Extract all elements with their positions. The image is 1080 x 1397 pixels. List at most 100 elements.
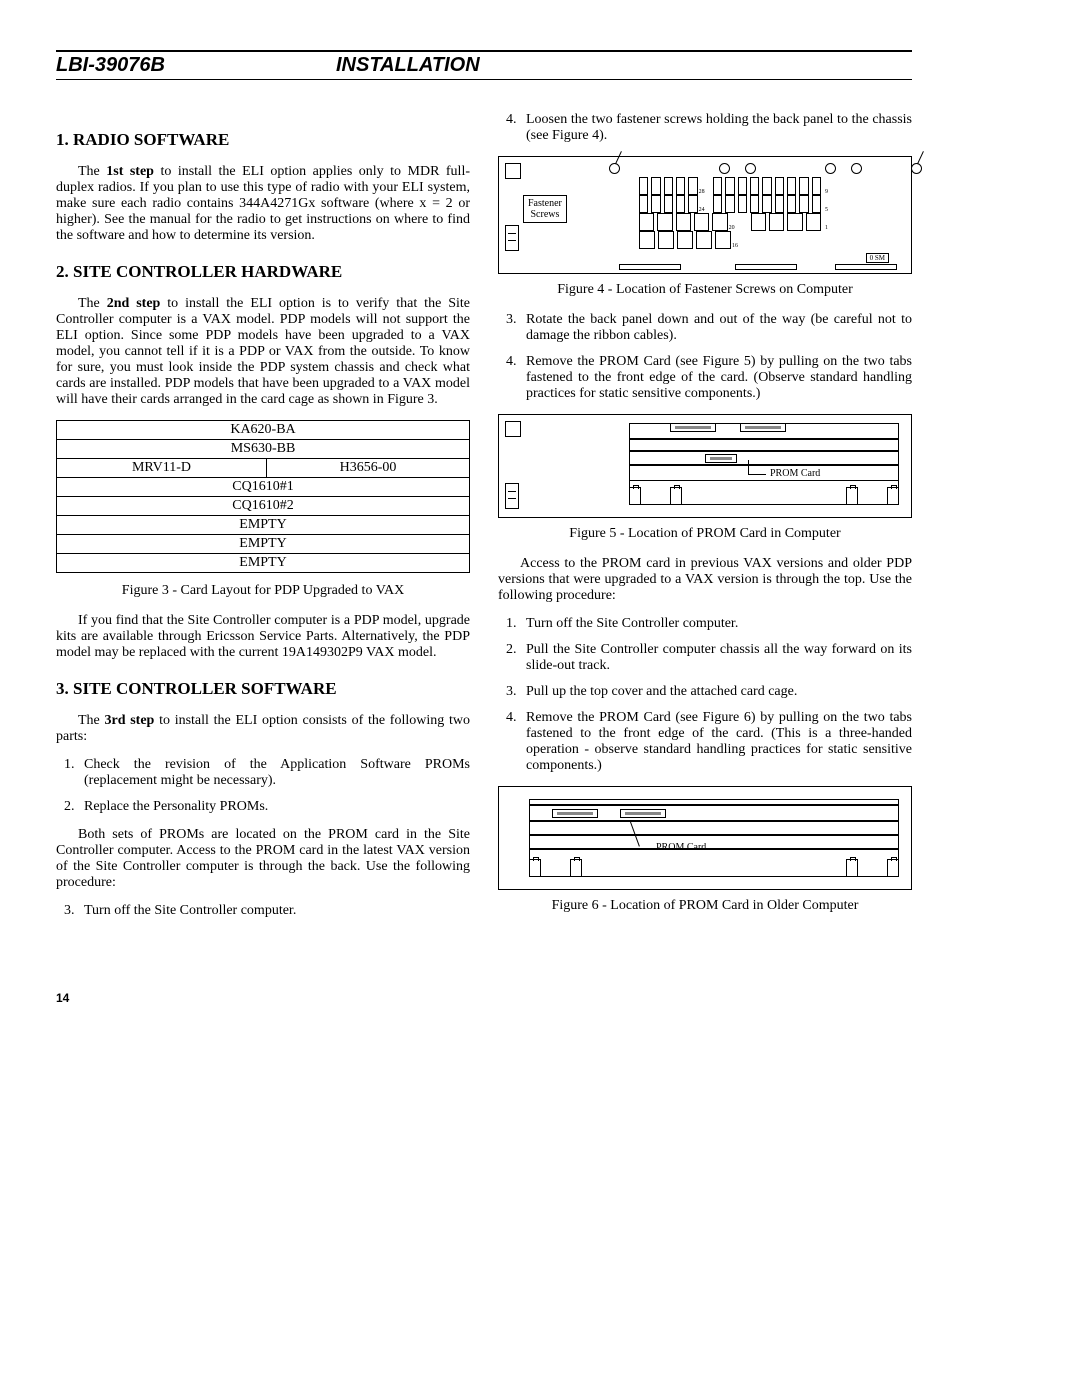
page-number: 14 <box>56 991 912 1005</box>
list-item: Check the revision of the Application So… <box>78 757 470 789</box>
table-row: CQ1610#2 <box>57 497 470 516</box>
slot <box>787 177 796 195</box>
table-row: MRV11-D H3656-00 <box>57 459 470 478</box>
chip-icon <box>620 809 666 818</box>
cell: EMPTY <box>57 554 470 573</box>
slot: 16 <box>715 231 731 249</box>
section-heading: 3. SITE CONTROLLER SOFTWARE <box>56 679 470 699</box>
figure-caption: Figure 4 - Location of Fastener Screws o… <box>498 282 912 298</box>
rail <box>530 804 898 806</box>
cell: CQ1610#2 <box>57 497 470 516</box>
table-row: MS630-BB <box>57 440 470 459</box>
table-row: EMPTY <box>57 535 470 554</box>
slot-row: 16 <box>639 231 821 249</box>
slot <box>787 195 796 213</box>
hole-icon <box>745 163 756 174</box>
figure-caption: Figure 3 - Card Layout for PDP Upgraded … <box>56 583 470 599</box>
connector-icon <box>505 225 519 251</box>
text: Screws <box>531 209 560 220</box>
edge-icon <box>846 859 858 877</box>
slot <box>750 195 759 213</box>
card-cage: PROM Card <box>629 423 899 505</box>
chip-icon <box>705 454 737 463</box>
edge-icon <box>529 859 541 877</box>
left-column: 1. RADIO SOFTWARE The 1st step to instal… <box>56 112 470 931</box>
table-row: EMPTY <box>57 554 470 573</box>
chip-icon <box>670 423 716 432</box>
slot <box>799 177 808 195</box>
text: The <box>78 713 105 728</box>
cell: EMPTY <box>57 516 470 535</box>
card-layout-table: KA620-BA MS630-BB MRV11-D H3656-00 CQ161… <box>56 420 470 573</box>
paragraph: If you find that the Site Controller com… <box>56 613 470 661</box>
corner-icon <box>505 163 521 179</box>
page-header: LBI-39076B INSTALLATION <box>56 50 912 80</box>
prom-card-label: PROM Card <box>770 468 820 479</box>
slot <box>676 213 691 231</box>
section-heading: 1. RADIO SOFTWARE <box>56 130 470 150</box>
rail <box>630 438 898 440</box>
chip-icon <box>552 809 598 818</box>
ordered-list: Turn off the Site Controller computer. <box>78 903 470 919</box>
slot <box>664 195 673 213</box>
slot <box>696 231 712 249</box>
slot: 1 <box>806 213 821 231</box>
list-item: Pull the Site Controller computer chassi… <box>520 642 912 674</box>
ordered-list: Rotate the back panel down and out of th… <box>520 312 912 402</box>
paragraph: The 2nd step to install the ELI option i… <box>56 296 470 408</box>
text: to install the ELI option is to verify t… <box>56 296 470 407</box>
slot <box>677 231 693 249</box>
list-item: Remove the PROM Card (see Figure 5) by p… <box>520 354 912 402</box>
rail <box>530 848 898 850</box>
slot: 20 <box>712 213 727 231</box>
corner-icon <box>505 421 521 437</box>
list-item: Remove the PROM Card (see Figure 6) by p… <box>520 710 912 774</box>
slot <box>787 213 802 231</box>
bold: 3rd step <box>105 713 155 728</box>
figure-4-diagram: Fastener Screws 28 9 24 5 <box>498 156 912 274</box>
screw-icon <box>609 163 620 174</box>
list-item: Rotate the back panel down and out of th… <box>520 312 912 344</box>
content-columns: 1. RADIO SOFTWARE The 1st step to instal… <box>56 112 912 931</box>
edge-icon <box>629 487 641 505</box>
text: Fastener <box>528 198 562 209</box>
fastener-label: Fastener Screws <box>523 195 567 223</box>
slot <box>725 177 734 195</box>
osm-label: 0 SM <box>866 253 889 263</box>
leader-line <box>639 848 653 849</box>
connector-icon <box>505 483 519 509</box>
edge-icon <box>570 859 582 877</box>
hole-icon <box>719 163 730 174</box>
slot: 5 <box>812 195 821 213</box>
chip-icon <box>740 423 786 432</box>
ordered-list: Turn off the Site Controller computer. P… <box>520 616 912 774</box>
hole-icon <box>851 163 862 174</box>
table-row: CQ1610#1 <box>57 478 470 497</box>
cell: EMPTY <box>57 535 470 554</box>
slot <box>651 195 660 213</box>
slot <box>651 177 660 195</box>
slot: 24 <box>688 195 697 213</box>
slot <box>658 231 674 249</box>
slot <box>762 177 771 195</box>
text: The <box>78 296 107 311</box>
slot <box>639 231 655 249</box>
cell: CQ1610#1 <box>57 478 470 497</box>
prom-card-label: PROM Card <box>656 842 706 853</box>
rail <box>630 450 898 452</box>
section-heading: 2. SITE CONTROLLER HARDWARE <box>56 262 470 282</box>
edge-icon <box>887 487 899 505</box>
slot <box>713 195 722 213</box>
slot <box>751 213 766 231</box>
cell: KA620-BA <box>57 421 470 440</box>
slot <box>676 177 685 195</box>
slot <box>664 177 673 195</box>
slot <box>799 195 808 213</box>
paragraph: The 3rd step to install the ELI option c… <box>56 713 470 745</box>
slot-row: 24 5 <box>639 195 821 213</box>
hole-icon <box>825 163 836 174</box>
list-item: Loosen the two fastener screws holding t… <box>520 112 912 144</box>
slot-row: 20 1 <box>639 213 821 231</box>
vent <box>619 264 681 270</box>
paragraph: Access to the PROM card in previous VAX … <box>498 556 912 604</box>
